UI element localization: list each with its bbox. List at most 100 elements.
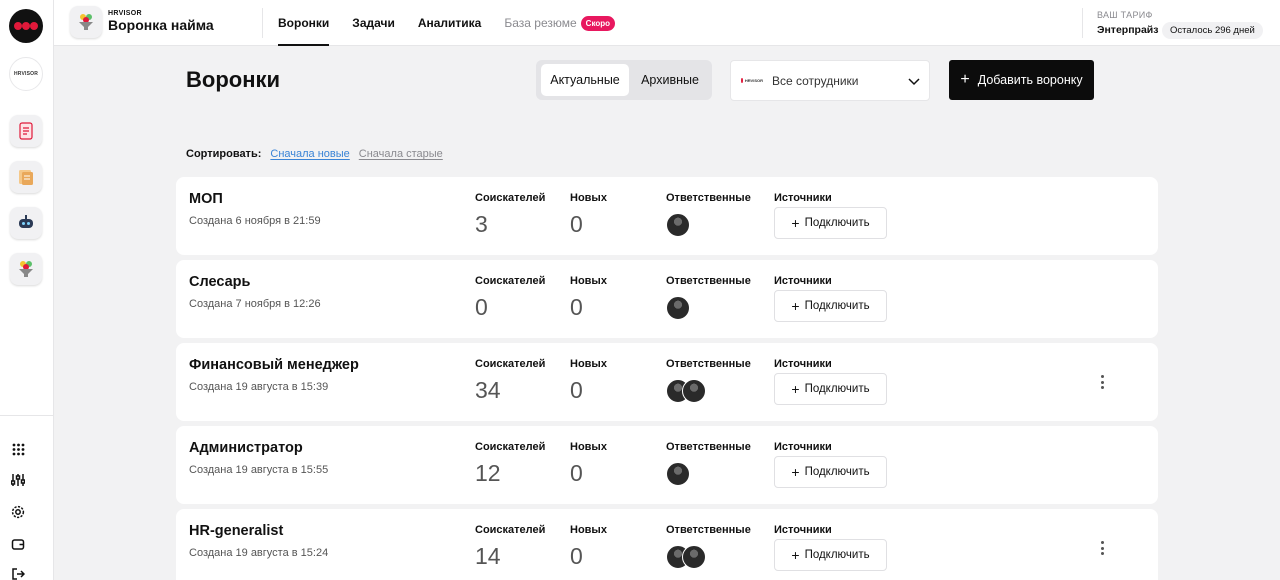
funnel-card[interactable]: Администратор Создана 19 августа в 15:55…: [176, 426, 1158, 504]
checklist-app-icon[interactable]: [10, 115, 42, 147]
company-logo-icon[interactable]: HRVISOR: [9, 57, 43, 91]
responsible-avatars: [666, 296, 690, 320]
new-count: 0: [570, 211, 583, 237]
sources-label: Источники: [774, 524, 832, 536]
sort-bar: Сортировать: Сначала новые Сначала стары…: [186, 148, 443, 160]
funnel-card[interactable]: HR-generalist Создана 19 августа в 15:24…: [176, 509, 1158, 580]
employees-select-value: Все сотрудники: [772, 73, 859, 88]
status-segmented-control: Актуальные Архивные: [536, 60, 712, 100]
new-count: 0: [570, 543, 583, 569]
candidates-count: 14: [475, 543, 501, 569]
new-count: 0: [570, 460, 583, 486]
funnel-created: Создана 19 августа в 15:39: [189, 381, 329, 393]
candidates-label: Соискателей: [475, 358, 546, 370]
connect-source-button[interactable]: + Подключить: [774, 373, 887, 405]
grid-icon[interactable]: [10, 441, 26, 457]
add-funnel-button[interactable]: + Добавить воронку: [949, 60, 1094, 100]
avatar[interactable]: [666, 296, 690, 320]
plus-icon: +: [791, 381, 800, 397]
wallet-icon[interactable]: [10, 536, 26, 552]
sources-label: Источники: [774, 192, 832, 204]
nav-analytics-label: Аналитика: [417, 16, 482, 30]
sources-label: Источники: [774, 358, 832, 370]
more-options-icon[interactable]: [1098, 375, 1106, 389]
candidates-count: 0: [475, 294, 488, 320]
funnel-name[interactable]: Администратор: [189, 440, 303, 456]
funnel-card[interactable]: МОП Создана 6 ноября в 21:59 Соискателей…: [176, 177, 1158, 255]
avatar[interactable]: [682, 545, 706, 569]
tariff-remaining-badge: Осталось 296 дней: [1162, 22, 1263, 39]
funnel-card[interactable]: Слесарь Создана 7 ноября в 12:26 Соискат…: [176, 260, 1158, 338]
responsible-label: Ответственные: [666, 441, 751, 453]
connect-label: Подключить: [804, 466, 870, 478]
app-logo-icon[interactable]: [9, 9, 43, 43]
connect-label: Подключить: [804, 300, 870, 312]
responsible-label: Ответственные: [666, 358, 751, 370]
logout-icon[interactable]: [10, 566, 26, 580]
plus-icon: +: [791, 215, 800, 231]
main-nav: Воронки Задачи Аналитика База резюме Скор…: [278, 0, 638, 46]
gear-icon[interactable]: [10, 504, 26, 520]
new-label: Новых: [570, 192, 607, 204]
tariff-name[interactable]: Энтерпрайз: [1097, 24, 1159, 36]
top-divider: [262, 8, 263, 38]
chevron-down-icon: [907, 74, 921, 93]
tariff-divider: [1082, 8, 1083, 38]
connect-label: Подключить: [804, 217, 870, 229]
robot-app-icon[interactable]: [10, 207, 42, 239]
connect-source-button[interactable]: + Подключить: [774, 207, 887, 239]
funnel-name[interactable]: МОП: [189, 191, 223, 207]
candidates-label: Соискателей: [475, 524, 546, 536]
candidates-label: Соискателей: [475, 441, 546, 453]
new-label: Новых: [570, 358, 607, 370]
new-label: Новых: [570, 441, 607, 453]
tab-archived[interactable]: Архивные: [641, 73, 699, 87]
sort-newest-link[interactable]: Сначала новые: [270, 148, 350, 160]
funnel-card[interactable]: Финансовый менеджер Создана 19 августа в…: [176, 343, 1158, 421]
funnel-created: Создана 19 августа в 15:55: [189, 464, 329, 476]
candidates-label: Соискателей: [475, 192, 546, 204]
sliders-icon[interactable]: [10, 472, 26, 488]
employees-select[interactable]: HRVISOR Все сотрудники: [730, 60, 930, 101]
page-title: Воронки: [186, 67, 281, 92]
responsible-label: Ответственные: [666, 524, 751, 536]
avatar[interactable]: [666, 213, 690, 237]
funnel-name[interactable]: Слесарь: [189, 274, 251, 290]
nav-resume-base-label: База резюме: [504, 16, 577, 30]
nav-analytics[interactable]: Аналитика: [418, 0, 482, 46]
sources-label: Источники: [774, 275, 832, 287]
new-label: Новых: [570, 275, 607, 287]
avatar[interactable]: [666, 462, 690, 486]
connect-source-button[interactable]: + Подключить: [774, 456, 887, 488]
funnel-logo-icon: [70, 6, 102, 38]
nav-resume-base[interactable]: База резюме Скоро: [504, 0, 616, 46]
responsible-avatars: [666, 462, 690, 486]
funnel-name[interactable]: HR-generalist: [189, 523, 284, 539]
nav-funnels[interactable]: Воронки: [278, 0, 330, 46]
more-options-icon[interactable]: [1098, 541, 1106, 555]
responsible-label: Ответственные: [666, 275, 751, 287]
responsible-label: Ответственные: [666, 192, 751, 204]
candidates-count: 34: [475, 377, 501, 403]
plus-icon: +: [791, 547, 800, 563]
candidates-count: 3: [475, 211, 488, 237]
funnel-name[interactable]: Финансовый менеджер: [189, 357, 359, 373]
rail-divider: [0, 415, 54, 416]
add-funnel-label: Добавить воронку: [977, 73, 1083, 87]
documents-app-icon[interactable]: [10, 161, 42, 193]
soon-badge: Скоро: [580, 15, 616, 31]
connect-source-button[interactable]: + Подключить: [774, 539, 887, 571]
tariff-label: ВАШ ТАРИФ: [1097, 10, 1153, 20]
plus-icon: +: [791, 298, 800, 314]
top-bar: HRVISOR Воронка найма Воронки Задачи Ана…: [54, 0, 1280, 46]
brand-name: HRVISOR: [108, 10, 142, 17]
avatar[interactable]: [682, 379, 706, 403]
nav-tasks[interactable]: Задачи: [352, 0, 395, 46]
nav-tasks-label: Задачи: [352, 16, 395, 30]
connect-source-button[interactable]: + Подключить: [774, 290, 887, 322]
funnel-app-icon[interactable]: [10, 253, 42, 285]
tab-active[interactable]: Актуальные: [541, 64, 629, 96]
new-label: Новых: [570, 524, 607, 536]
funnel-created: Создана 6 ноября в 21:59: [189, 215, 321, 227]
sort-oldest-link[interactable]: Сначала старые: [358, 148, 443, 160]
